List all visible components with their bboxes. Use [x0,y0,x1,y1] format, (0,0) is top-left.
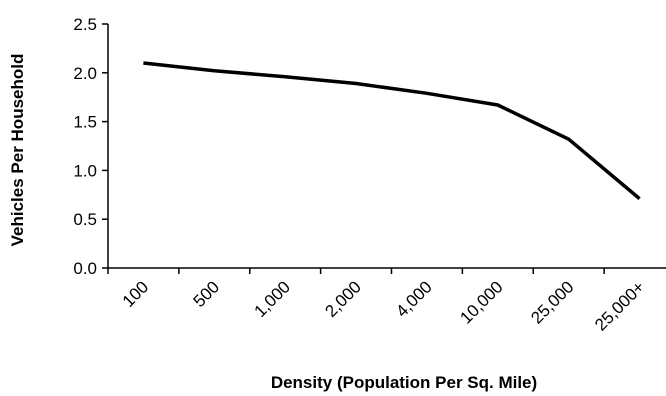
x-tick-label: 2,000 [321,277,365,321]
y-tick-label: 0.0 [73,259,97,278]
plot-area: 0.0 0.5 1.0 1.5 2.0 2.5 100 500 1,000 2,000 4,000… [73,15,666,335]
x-tick-label: 25,000+ [591,277,648,334]
x-axis-title: Density (Population Per Sq. Mile) [271,373,537,392]
y-tick-label: 0.5 [73,210,97,229]
x-tick-label: 10,000 [456,277,506,327]
y-tick-label: 2.0 [73,64,97,83]
x-tick-label: 1,000 [250,277,294,321]
series-line [143,61,641,201]
y-tick-label: 1.5 [73,113,97,132]
y-axis-ticks: 0.0 0.5 1.0 1.5 2.0 2.5 [73,15,108,278]
y-axis-title: Vehicles Per Household [8,54,27,247]
x-axis-ticks: 100 500 1,000 2,000 4,000 10,000 25,000 25,000+ [107,268,648,335]
x-tick-label: 4,000 [392,277,436,321]
y-tick-label: 1.0 [73,161,97,180]
x-tick-label: 500 [190,277,223,310]
y-tick-label: 2.5 [73,15,97,34]
x-tick-label: 25,000 [527,277,577,327]
x-tick-label: 100 [119,277,152,310]
